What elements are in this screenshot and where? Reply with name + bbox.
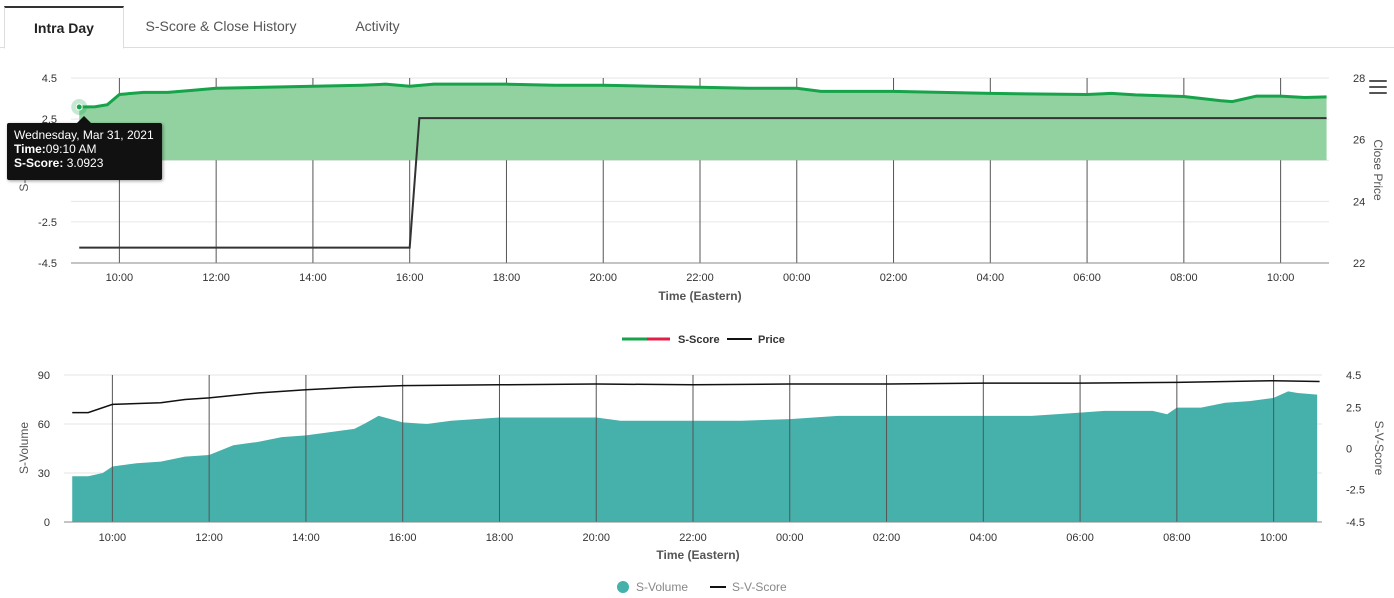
chart1-y-tick: -4.5	[38, 258, 57, 270]
chart-tooltip: Wednesday, Mar 31, 2021 Time:09:10 AM S-…	[7, 123, 162, 180]
chart1-x-tick: 10:00	[1267, 272, 1295, 284]
chart2-y2-tick: 2.5	[1346, 403, 1361, 415]
tooltip-score: S-Score: 3.0923	[14, 156, 104, 170]
sscore-area	[79, 84, 1327, 161]
chart1-x-tick: 06:00	[1073, 272, 1101, 284]
chart1-x-tick: 14:00	[299, 272, 327, 284]
chart1-x-tick: 22:00	[686, 272, 714, 284]
chart1-x-tick: 10:00	[106, 272, 134, 284]
chart2-x-title: Time (Eastern)	[656, 548, 739, 562]
svolume-area	[72, 391, 1318, 522]
chart2-y-tick: 90	[38, 370, 50, 382]
tab-bar: Intra Day S-Score & Close History Activi…	[0, 0, 1394, 49]
chart2-x-tick: 12:00	[195, 532, 223, 544]
chart2-y2-tick: -4.5	[1346, 517, 1365, 529]
chart1-x-tick: 00:00	[783, 272, 811, 284]
chart2-x-tick: 04:00	[970, 532, 998, 544]
chart1-x-tick: 04:00	[977, 272, 1005, 284]
legend-sscore-label: S-Score	[678, 334, 720, 346]
chart1-x-tick: 12:00	[202, 272, 230, 284]
chart1-x-tick: 08:00	[1170, 272, 1198, 284]
chart2-x-tick: 20:00	[582, 532, 610, 544]
legend-svscore-label: S-V-Score	[732, 580, 787, 594]
chart2-x-tick: 16:00	[389, 532, 417, 544]
chart1-y-tick: 4.5	[42, 73, 57, 85]
chart2-y-title: S-Volume	[17, 422, 31, 474]
chart2-y-tick: 30	[38, 468, 50, 480]
legend-svolume-label: S-Volume	[636, 580, 688, 594]
chart2-x-tick: 14:00	[292, 532, 320, 544]
chart1-y2-tick: 24	[1353, 196, 1365, 208]
price-line	[79, 117, 1327, 249]
tab-sscore-close-history[interactable]: S-Score & Close History	[145, 18, 297, 34]
chart2-x-tick: 22:00	[679, 532, 707, 544]
chart2-x-tick: 02:00	[873, 532, 901, 544]
chart2-x-tick: 08:00	[1163, 532, 1191, 544]
chart1-y2-title: Close Price	[1371, 139, 1385, 201]
chart1-y-tick: -2.5	[38, 217, 57, 229]
chart2-x-tick: 06:00	[1066, 532, 1094, 544]
tooltip-time: Time:09:10 AM	[14, 142, 97, 156]
chart2-y-tick: 60	[38, 419, 50, 431]
chart1-y2-tick: 26	[1353, 135, 1365, 147]
svscore-line	[72, 379, 1320, 414]
chart1-x-title: Time (Eastern)	[658, 289, 741, 303]
sscore-line	[79, 82, 1327, 109]
chart2-x-tick: 18:00	[486, 532, 514, 544]
legend-price-label: Price	[758, 334, 785, 346]
hover-point	[75, 103, 83, 111]
tab-activity[interactable]: Activity	[355, 18, 400, 34]
chart2-y2-tick: 4.5	[1346, 370, 1361, 382]
chart2-x-tick: 10:00	[1260, 532, 1288, 544]
chart1-x-tick: 02:00	[880, 272, 908, 284]
chart2-y2-tick: 0	[1346, 444, 1352, 456]
chart1-x-tick: 18:00	[493, 272, 521, 284]
chart1-x-tick: 20:00	[589, 272, 617, 284]
chart2-x-tick: 00:00	[776, 532, 804, 544]
chart1-y2-tick: 22	[1353, 258, 1365, 270]
tab-intra-day[interactable]: Intra Day	[4, 6, 124, 49]
tooltip-arrow	[77, 116, 91, 123]
chart2-y2-tick: -2.5	[1346, 484, 1365, 496]
chart2-y2-title: S-V-Score	[1372, 421, 1386, 476]
chart1-x-tick: 16:00	[396, 272, 424, 284]
chart2-x-tick: 10:00	[99, 532, 127, 544]
chart1-y2-tick: 28	[1353, 73, 1365, 85]
chart2-y-tick: 0	[44, 517, 50, 529]
hamburger-icon[interactable]	[1369, 80, 1387, 96]
legend-svolume-swatch	[617, 581, 629, 593]
tooltip-date: Wednesday, Mar 31, 2021	[14, 128, 154, 142]
